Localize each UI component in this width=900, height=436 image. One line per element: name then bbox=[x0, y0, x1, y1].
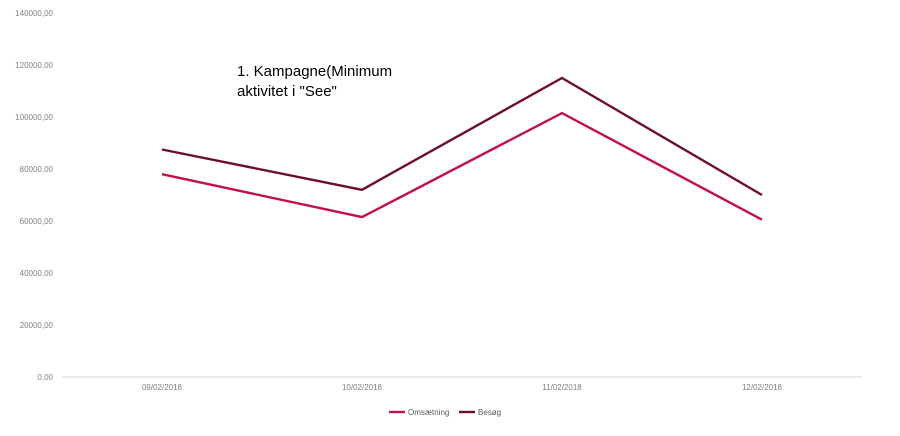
y-tick-label: 120000,00 bbox=[15, 61, 53, 70]
y-axis-ticks: 0,00 20000,00 40000,00 60000,00 80000,00 1000… bbox=[15, 9, 53, 382]
series-line-1 bbox=[161, 111, 763, 221]
y-tick-label: 80000,00 bbox=[20, 165, 54, 174]
x-tick-label: 12/02/2018 bbox=[742, 383, 783, 392]
y-tick-label: 60000,00 bbox=[20, 217, 54, 226]
x-tick-label: 10/02/2018 bbox=[342, 383, 383, 392]
legend: Omsætning Besøg bbox=[389, 408, 501, 417]
x-tick-label: 11/02/2018 bbox=[542, 383, 582, 392]
series-line-2 bbox=[161, 76, 763, 197]
y-tick-label: 140000,00 bbox=[15, 9, 53, 18]
y-tick-label: 0,00 bbox=[37, 373, 53, 382]
legend-label: Omsætning bbox=[408, 408, 449, 417]
y-tick-label: 100000,00 bbox=[15, 113, 53, 122]
annotation-line-2: aktivitet i "See" bbox=[237, 83, 337, 100]
legend-label: Besøg bbox=[478, 408, 501, 417]
y-tick-label: 20000,00 bbox=[20, 321, 54, 330]
x-axis-ticks: 09/02/2018 10/02/2018 11/02/2018 12/02/2018 bbox=[142, 383, 783, 392]
x-tick-label: 09/02/2018 bbox=[142, 383, 183, 392]
annotation-line-1: 1. Kampagne(Minimum bbox=[237, 63, 392, 80]
y-tick-label: 40000,00 bbox=[20, 269, 54, 278]
series-lines bbox=[161, 76, 763, 221]
